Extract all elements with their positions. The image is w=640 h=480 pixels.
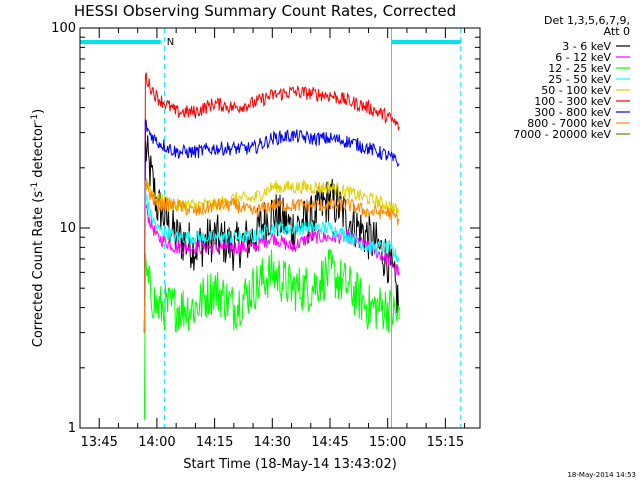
legend-label: 3 - 6 keV xyxy=(562,40,611,53)
night-bar xyxy=(80,40,161,44)
x-axis: 13:45 14:00 14:15 14:30 14:45 15:00 15:15 xyxy=(79,28,466,450)
y-tick-label: 1 xyxy=(68,421,76,436)
y-axis-label-part-1: Corrected Count Rate (s xyxy=(31,191,46,348)
legend-label: 300 - 800 keV xyxy=(534,106,611,119)
series-line-6-12-kev xyxy=(143,202,400,333)
x-tick-label: 15:15 xyxy=(427,435,464,450)
x-tick-label: 14:45 xyxy=(311,435,348,450)
x-axis-label: Start Time (18-May-14 13:43:02) xyxy=(183,457,397,472)
legend-label: 25 - 50 keV xyxy=(548,73,611,86)
night-bar xyxy=(391,40,461,44)
legend-label: 800 - 7000 keV xyxy=(527,117,611,130)
x-tick-label: 14:30 xyxy=(254,435,291,450)
legend-label: 12 - 25 keV xyxy=(548,62,611,75)
plot-timestamp: 18-May-2014 14:53 xyxy=(567,471,636,479)
series-line-12-25-kev xyxy=(143,248,400,420)
legend-label: 7000 - 20000 keV xyxy=(513,128,611,141)
series-line-300-800-kev xyxy=(143,118,400,333)
y-tick-label: 100 xyxy=(51,21,76,36)
legend-label: 50 - 100 keV xyxy=(541,84,611,97)
x-tick-label: 14:00 xyxy=(138,435,175,450)
series-line-800-7000-kev xyxy=(143,180,400,333)
legend-label: 6 - 12 keV xyxy=(555,51,611,64)
x-tick-label: 13:45 xyxy=(80,435,117,450)
y-axis: 1 10 100 xyxy=(51,21,480,436)
series-layer xyxy=(143,72,400,420)
y-axis-label: Corrected Count Rate (s-1 detector-1) xyxy=(30,109,46,347)
legend-header: Att 0 xyxy=(604,25,630,38)
x-tick-label: 14:15 xyxy=(196,435,233,450)
y-tick-label: 10 xyxy=(59,221,76,236)
series-line-100-300-kev xyxy=(143,72,400,333)
legend-header: Det 1,3,5,6,7,9, xyxy=(544,14,630,27)
legend-label: 100 - 300 keV xyxy=(534,95,611,108)
series-line-25-50-kev xyxy=(143,191,400,333)
y-axis-label-part-2: detector xyxy=(31,122,46,182)
y-axis-label-superscript-1: -1 xyxy=(30,182,40,191)
marker-layer: N xyxy=(79,28,462,428)
y-axis-label-superscript-2: -1 xyxy=(30,114,40,123)
chart-title: HESSI Observing Summary Count Rates, Cor… xyxy=(74,2,456,20)
y-axis-label-part-3: ) xyxy=(31,109,46,114)
series-line-50-100-kev xyxy=(143,177,400,333)
x-tick-label: 15:00 xyxy=(369,435,406,450)
night-label: N xyxy=(167,37,174,48)
